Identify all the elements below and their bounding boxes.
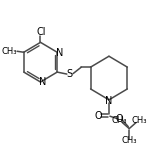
Text: N: N xyxy=(105,96,113,106)
Text: CH₃: CH₃ xyxy=(2,47,17,56)
Text: Cl: Cl xyxy=(37,27,46,37)
Text: O: O xyxy=(116,114,123,124)
Text: CH₃: CH₃ xyxy=(122,136,137,145)
Text: CH₃: CH₃ xyxy=(112,116,127,125)
Text: N: N xyxy=(56,48,63,58)
Text: O: O xyxy=(95,111,102,121)
Text: N: N xyxy=(39,77,47,86)
Text: CH₃: CH₃ xyxy=(131,116,147,125)
Text: S: S xyxy=(67,69,73,79)
